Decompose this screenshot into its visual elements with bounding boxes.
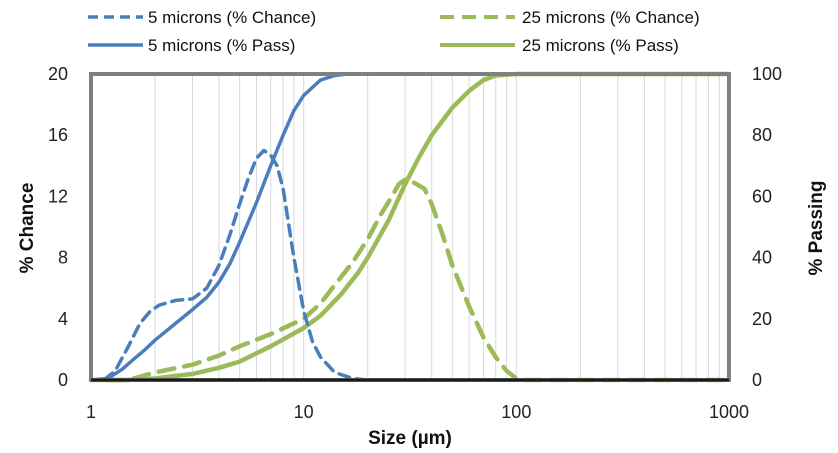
grid-layer (91, 74, 729, 380)
legend-item-5um-chance: 5 microns (% Chance) (88, 8, 316, 27)
series-line-25-microns-pass (88, 71, 732, 383)
y-right-tick-label: 100 (752, 64, 782, 84)
y-right-tick-label: 40 (752, 248, 772, 268)
y-right-tick-label: 0 (752, 370, 762, 390)
y-left-axis-title: % Chance (17, 183, 38, 274)
y-left-tick-label: 16 (48, 125, 68, 145)
y-left-tick-label: 8 (58, 248, 68, 268)
legend: 5 microns (% Chance) 25 microns (% Chanc… (88, 8, 700, 55)
legend-label: 25 microns (% Pass) (522, 36, 679, 55)
legend-label: 5 microns (% Chance) (148, 8, 316, 27)
legend-label: 5 microns (% Pass) (148, 36, 295, 55)
frame-layer (89, 72, 731, 382)
y-left-tick-label: 20 (48, 64, 68, 84)
y-left-tick-label: 0 (58, 370, 68, 390)
legend-item-5um-pass: 5 microns (% Pass) (88, 36, 295, 55)
x-tick-label: 10 (294, 402, 314, 422)
y-right-tick-label: 20 (752, 309, 772, 329)
y-right-axis-title: % Passing (806, 180, 827, 275)
plot-area (91, 74, 729, 380)
y-left-tick-label: 12 (48, 186, 68, 206)
x-axis-title: Size (µm) (368, 428, 452, 449)
legend-label: 25 microns (% Chance) (522, 8, 700, 27)
x-tick-label: 100 (501, 402, 531, 422)
x-tick-label: 1000 (709, 402, 749, 422)
y-left-tick-label: 4 (58, 309, 68, 329)
legend-item-25um-pass: 25 microns (% Pass) (440, 36, 679, 55)
legend-item-25um-chance: 25 microns (% Chance) (440, 8, 700, 27)
y-right-tick-label: 80 (752, 125, 772, 145)
x-tick-label: 1 (86, 402, 96, 422)
series-line-25-microns-chance (105, 177, 732, 383)
y-right-tick-label: 60 (752, 186, 772, 206)
